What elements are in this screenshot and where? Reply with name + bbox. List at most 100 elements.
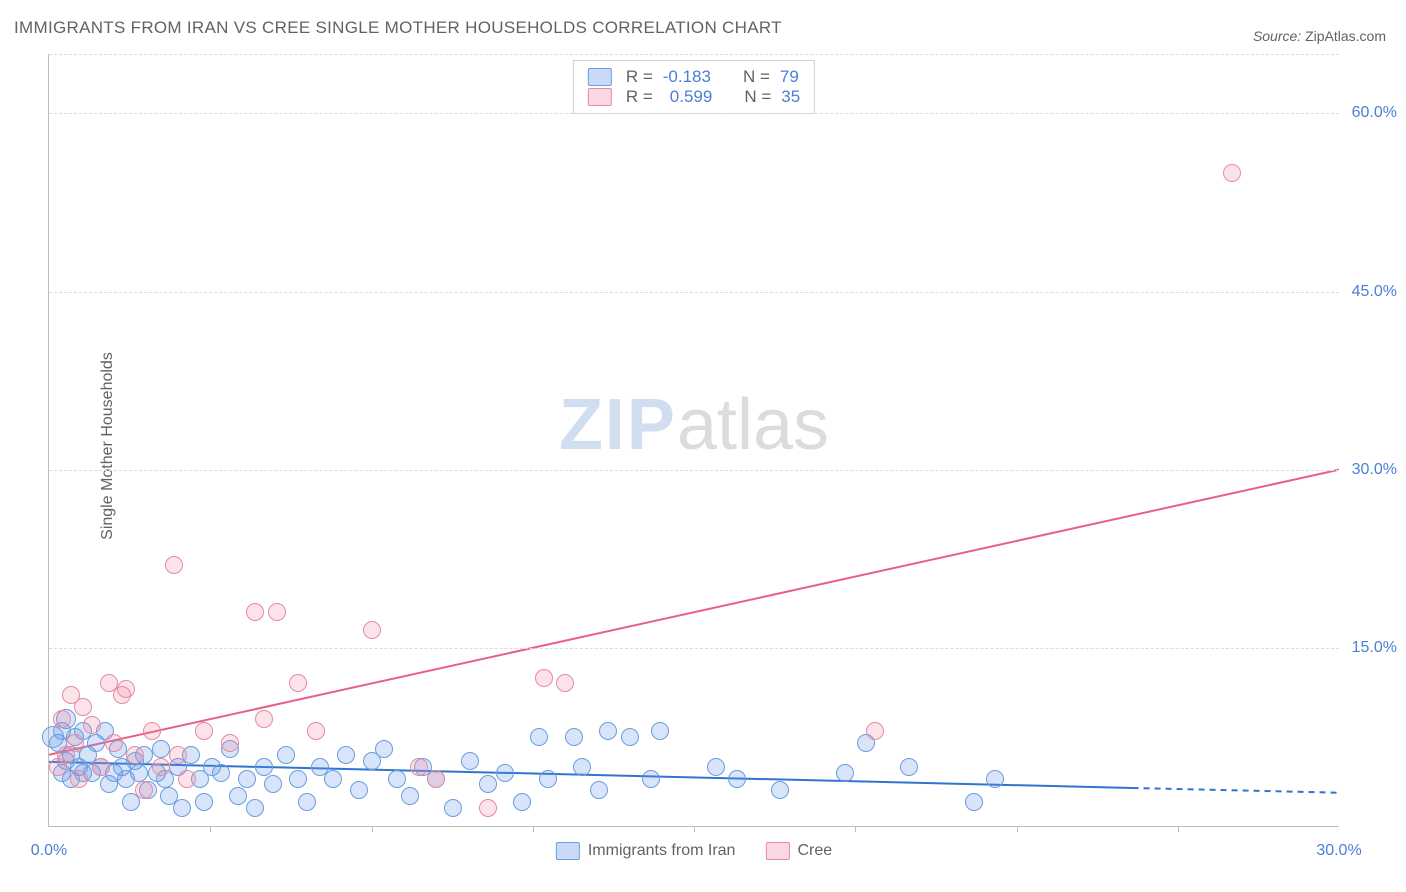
data-point — [212, 764, 230, 782]
data-point — [337, 746, 355, 764]
data-point — [363, 621, 381, 639]
data-point — [590, 781, 608, 799]
data-point — [707, 758, 725, 776]
x-minor-tick — [694, 826, 695, 832]
legend-r-label: R = — [626, 67, 653, 87]
data-point — [53, 710, 71, 728]
data-point — [599, 722, 617, 740]
x-tick-label-start: 0.0% — [31, 842, 67, 860]
data-point — [461, 752, 479, 770]
data-point — [195, 722, 213, 740]
data-point — [642, 770, 660, 788]
data-point — [565, 728, 583, 746]
data-point — [289, 674, 307, 692]
watermark-atlas: atlas — [677, 385, 829, 465]
data-point — [539, 770, 557, 788]
data-point — [238, 770, 256, 788]
data-point — [268, 603, 286, 621]
data-point — [530, 728, 548, 746]
data-point — [350, 781, 368, 799]
data-point — [135, 781, 153, 799]
data-point — [126, 746, 144, 764]
data-point — [307, 722, 325, 740]
data-point — [1223, 164, 1241, 182]
trend-lines — [49, 54, 1339, 826]
data-point — [130, 764, 148, 782]
watermark: ZIPatlas — [559, 384, 829, 466]
data-point — [246, 603, 264, 621]
data-point — [410, 758, 428, 776]
data-point — [535, 669, 553, 687]
data-point — [264, 775, 282, 793]
data-point — [165, 556, 183, 574]
data-point — [152, 740, 170, 758]
trend-line-extrapolated — [1133, 788, 1339, 793]
data-point — [375, 740, 393, 758]
data-point — [479, 799, 497, 817]
data-point — [900, 758, 918, 776]
data-point — [496, 764, 514, 782]
data-point — [427, 770, 445, 788]
data-point — [324, 770, 342, 788]
data-point — [728, 770, 746, 788]
data-point — [298, 793, 316, 811]
legend-r-label: R = — [626, 87, 653, 107]
data-point — [965, 793, 983, 811]
data-point — [479, 775, 497, 793]
data-point — [143, 722, 161, 740]
data-point — [92, 758, 110, 776]
gridline — [49, 648, 1339, 649]
legend-n-pink: 35 — [781, 87, 800, 107]
gridline — [49, 54, 1339, 55]
data-point — [651, 722, 669, 740]
legend-r-pink: 0.599 — [670, 87, 713, 107]
data-point — [246, 799, 264, 817]
x-minor-tick — [533, 826, 534, 832]
data-point — [388, 770, 406, 788]
series-name-pink: Cree — [797, 842, 832, 860]
data-point — [255, 710, 273, 728]
swatch-pink — [588, 88, 612, 106]
plot-area: ZIPatlas R = -0.183 N = 79 R = 0.599 N =… — [48, 54, 1339, 827]
legend-series: Immigrants from Iran Cree — [556, 842, 832, 860]
data-point — [621, 728, 639, 746]
legend-n-blue: 79 — [780, 67, 799, 87]
legend-item-blue: Immigrants from Iran — [556, 842, 736, 860]
data-point — [277, 746, 295, 764]
data-point — [221, 734, 239, 752]
data-point — [229, 787, 247, 805]
y-tick-label: 15.0% — [1352, 639, 1397, 657]
series-name-blue: Immigrants from Iran — [588, 842, 736, 860]
legend-correlation: R = -0.183 N = 79 R = 0.599 N = 35 — [573, 60, 815, 114]
data-point — [255, 758, 273, 776]
source-attribution: Source: ZipAtlas.com — [1253, 28, 1386, 44]
source-label: Source: — [1253, 28, 1301, 44]
data-point — [195, 793, 213, 811]
data-point — [70, 770, 88, 788]
x-minor-tick — [1178, 826, 1179, 832]
data-point — [83, 716, 101, 734]
legend-n-label: N = — [743, 67, 770, 87]
legend-row-pink: R = 0.599 N = 35 — [588, 87, 800, 107]
data-point — [866, 722, 884, 740]
legend-row-blue: R = -0.183 N = 79 — [588, 67, 800, 87]
trend-line — [49, 470, 1339, 755]
data-point — [173, 799, 191, 817]
data-point — [289, 770, 307, 788]
x-tick-label-end: 30.0% — [1316, 842, 1361, 860]
chart-title: IMMIGRANTS FROM IRAN VS CREE SINGLE MOTH… — [14, 18, 782, 38]
chart-container: IMMIGRANTS FROM IRAN VS CREE SINGLE MOTH… — [0, 0, 1406, 892]
gridline — [49, 113, 1339, 114]
data-point — [105, 734, 123, 752]
y-tick-label: 30.0% — [1352, 461, 1397, 479]
y-tick-label: 60.0% — [1352, 104, 1397, 122]
source-name: ZipAtlas.com — [1305, 28, 1386, 44]
gridline — [49, 470, 1339, 471]
x-minor-tick — [210, 826, 211, 832]
swatch-pink — [765, 842, 789, 860]
watermark-zip: ZIP — [559, 385, 677, 465]
data-point — [986, 770, 1004, 788]
data-point — [556, 674, 574, 692]
swatch-blue — [556, 842, 580, 860]
data-point — [444, 799, 462, 817]
